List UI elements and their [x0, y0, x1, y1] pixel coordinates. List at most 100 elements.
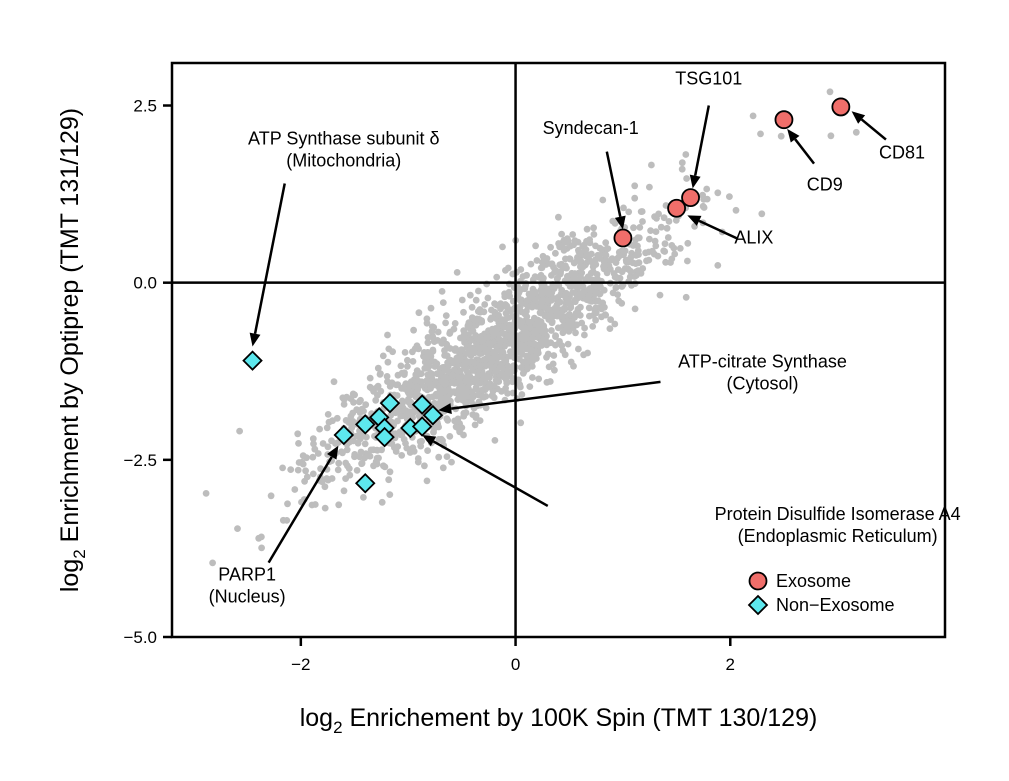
background-point	[516, 381, 524, 389]
background-point	[407, 401, 415, 409]
background-point	[538, 264, 546, 272]
background-point	[384, 358, 392, 366]
background-point	[560, 304, 568, 312]
background-point	[236, 427, 244, 435]
background-point	[460, 327, 468, 334]
background-point	[678, 159, 686, 167]
background-point	[366, 374, 374, 382]
background-point	[536, 304, 544, 311]
arrow-head	[687, 215, 702, 226]
background-point	[517, 364, 525, 371]
background-point	[554, 274, 561, 282]
background-point	[531, 314, 538, 322]
background-point	[515, 355, 523, 363]
annotation-arrow	[860, 118, 887, 141]
background-point	[374, 446, 381, 454]
background-point	[488, 358, 496, 365]
background-point	[404, 396, 412, 403]
background-point	[523, 330, 530, 338]
non-exosome-point	[354, 414, 376, 435]
background-point	[517, 341, 525, 349]
background-point	[461, 398, 469, 406]
annotation-label: Protein Disulfide Isomerase A4 (Endoplasm…	[715, 504, 961, 546]
background-point	[325, 418, 333, 426]
background-point	[429, 393, 437, 401]
background-point	[340, 401, 348, 408]
background-point	[668, 242, 676, 249]
background-point	[580, 241, 588, 249]
background-point	[480, 308, 488, 316]
background-point	[202, 490, 210, 497]
background-point	[501, 316, 508, 324]
background-point	[427, 304, 435, 312]
background-point	[555, 213, 562, 221]
exosome-point	[831, 97, 851, 117]
background-point	[549, 360, 557, 368]
non-exosome-point	[354, 472, 376, 494]
background-point	[474, 391, 482, 399]
background-point	[454, 415, 462, 423]
background-point	[366, 452, 374, 460]
arrow-head	[689, 174, 701, 189]
background-point	[502, 301, 509, 308]
legend-marker-exosome	[748, 571, 768, 591]
x-tick-label: 2	[726, 655, 735, 674]
annotation-label: ATP-citrate Synthase (Cytosol)	[678, 352, 847, 394]
background-point	[438, 339, 446, 347]
background-point	[267, 492, 275, 500]
background-point	[552, 305, 560, 313]
background-point	[589, 268, 597, 275]
background-point	[558, 342, 566, 349]
background-point	[487, 340, 494, 348]
background-point	[439, 464, 447, 472]
y-tick-label: 0.0	[133, 274, 157, 293]
background-point	[442, 319, 449, 327]
background-point	[533, 257, 541, 264]
arrow-head	[438, 403, 452, 415]
axis-ticks: −2 0 2 2.5 0.0 −2.5 −5.0	[123, 97, 735, 674]
background-point	[571, 297, 579, 304]
background-point	[653, 215, 660, 222]
background-point	[330, 378, 338, 386]
background-point	[358, 405, 366, 413]
non-exosome-point	[379, 392, 401, 414]
background-point	[476, 362, 484, 370]
background-point	[460, 412, 468, 420]
background-point	[616, 252, 623, 260]
background-point	[526, 383, 534, 390]
background-point	[373, 454, 381, 462]
background-point	[584, 349, 591, 357]
background-point	[552, 249, 559, 257]
background-point	[209, 559, 217, 567]
background-point	[519, 369, 527, 377]
annotation-arrow	[450, 380, 661, 410]
background-point	[302, 467, 309, 475]
background-point	[518, 334, 526, 342]
background-point	[398, 452, 406, 459]
annotation-arrow	[698, 219, 739, 240]
background-point	[314, 450, 322, 457]
annotation-label: CD9	[807, 175, 843, 195]
background-point	[424, 364, 432, 372]
background-point	[583, 251, 591, 258]
background-point	[662, 258, 669, 266]
background-point	[575, 345, 582, 353]
non-exosome-point	[374, 426, 395, 448]
background-point	[636, 224, 644, 231]
background-point	[355, 398, 363, 406]
background-point	[671, 250, 679, 258]
annotation-label: ATP Synthase subunit δ (Mitochondria)	[248, 128, 439, 170]
background-point	[437, 394, 444, 402]
background-point	[492, 367, 500, 375]
background-point	[603, 269, 611, 277]
background-point	[565, 320, 573, 327]
background-point	[333, 414, 341, 422]
background-point	[550, 352, 558, 359]
background-point	[521, 310, 529, 318]
background-point	[451, 320, 459, 327]
background-point	[413, 389, 420, 396]
background-point	[574, 283, 582, 290]
background-point	[714, 262, 722, 269]
annotation-label: ALIX	[734, 228, 773, 248]
background-point	[569, 231, 577, 238]
